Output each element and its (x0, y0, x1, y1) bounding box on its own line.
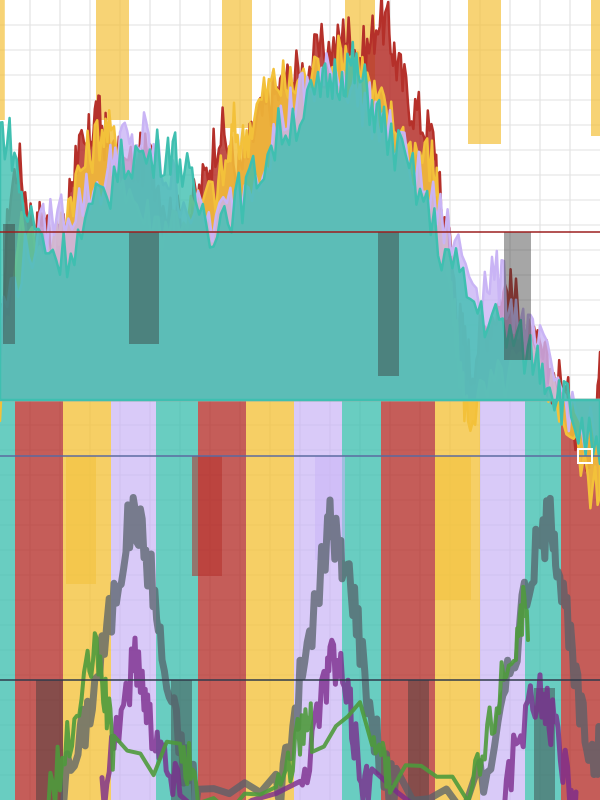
band-teal (0, 400, 15, 800)
series-area-teal (0, 40, 600, 466)
top-block (468, 0, 501, 144)
reference-lines (0, 231, 600, 681)
top-blocks (0, 0, 600, 144)
band-yellow (246, 400, 294, 800)
low-series-lines (46, 494, 600, 800)
top-block (96, 0, 129, 120)
marker (577, 448, 593, 464)
mid-block-yellow (66, 456, 96, 584)
series-line-green (46, 584, 530, 800)
dark-blocks (3, 224, 555, 800)
dark-block (129, 232, 159, 344)
dark-block (408, 680, 429, 800)
selection-marker (577, 448, 593, 464)
dark-block (504, 232, 531, 360)
band-red (15, 400, 63, 800)
top-block (0, 0, 5, 120)
dark-block (3, 224, 15, 344)
top-block (591, 0, 600, 136)
mid-block-red (192, 456, 222, 576)
series-areas (0, 0, 600, 510)
mid-block-yellow (435, 456, 471, 600)
band-red (381, 400, 435, 800)
dark-block (378, 232, 399, 376)
series-line-slate (60, 494, 600, 800)
top-block (222, 0, 252, 128)
series-line-purple (99, 635, 579, 800)
